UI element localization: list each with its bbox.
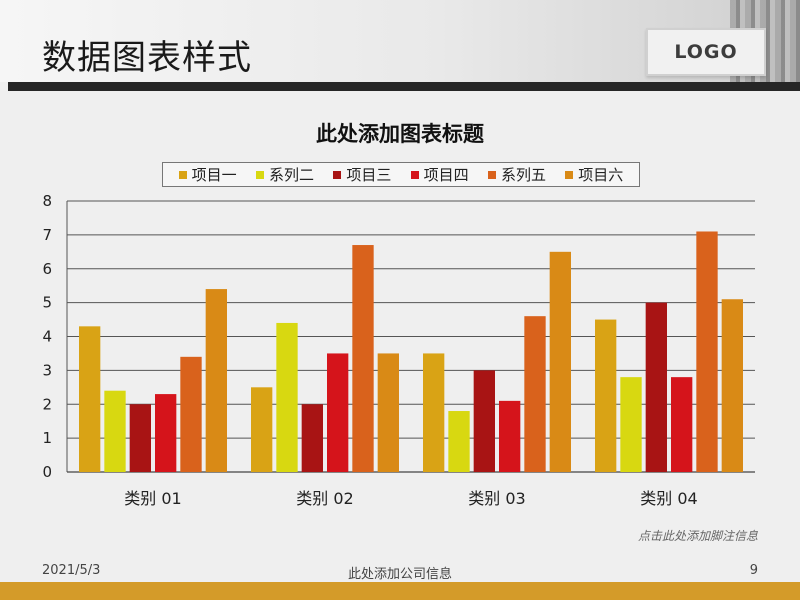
legend-label: 系列二	[268, 166, 314, 184]
y-tick-label: 4	[42, 328, 52, 346]
header-divider-bar	[8, 82, 800, 91]
footer-accent-bar	[0, 582, 800, 600]
bar	[595, 319, 617, 472]
bar	[448, 411, 470, 472]
bar	[129, 404, 151, 472]
y-tick-label: 5	[42, 294, 52, 312]
slide-header: 数据图表样式 LOGO	[0, 0, 800, 82]
bar	[377, 353, 399, 472]
bar	[499, 400, 521, 472]
y-tick-label: 1	[42, 429, 52, 447]
y-tick-label: 2	[42, 395, 52, 413]
bar	[549, 251, 571, 472]
legend-swatch	[333, 170, 342, 179]
legend-swatch	[410, 170, 419, 179]
bar	[104, 390, 126, 472]
bar	[352, 245, 374, 472]
slide-footer: 2021/5/3 此处添加公司信息 9	[0, 563, 800, 582]
legend-item: 项目六	[565, 164, 623, 185]
y-tick-label: 7	[42, 226, 52, 244]
x-tick-label: 类别 03	[468, 489, 525, 508]
chart-legend: 项目一 系列二 项目三 项目四 系列五 项目六	[162, 162, 640, 187]
bar	[473, 370, 495, 472]
bar	[251, 387, 273, 472]
legend-label: 项目一	[191, 166, 237, 184]
legend-label: 项目六	[578, 166, 624, 184]
y-tick-label: 3	[42, 361, 52, 379]
footer-page-number: 9	[749, 563, 758, 578]
legend-label: 系列五	[500, 166, 546, 184]
legend-item: 系列五	[487, 164, 546, 185]
legend-swatch	[178, 170, 187, 179]
x-tick-label: 类别 04	[640, 489, 697, 508]
x-tick-label: 类别 02	[296, 489, 353, 508]
legend-label: 项目四	[423, 166, 469, 184]
bar	[423, 353, 445, 472]
bar	[180, 356, 202, 472]
bar	[671, 377, 693, 472]
chart-title: 此处添加图表标题	[316, 122, 484, 146]
bar	[327, 353, 349, 472]
slide-title: 数据图表样式	[42, 38, 252, 78]
footnote: 点击此处添加脚注信息	[637, 529, 758, 543]
y-tick-label: 6	[42, 260, 52, 278]
logo: LOGO	[646, 28, 766, 76]
bar	[645, 302, 667, 472]
y-tick-label: 0	[42, 463, 52, 481]
bar	[276, 322, 298, 472]
legend-item: 项目四	[410, 164, 469, 185]
bar	[721, 299, 743, 472]
bar	[155, 394, 177, 472]
legend-swatch	[565, 170, 574, 179]
legend-item: 项目三	[333, 164, 391, 185]
footer-company: 此处添加公司信息	[347, 567, 452, 582]
bar	[79, 326, 101, 472]
bar	[524, 316, 546, 472]
legend-label: 项目三	[346, 166, 392, 184]
bar	[620, 377, 642, 472]
x-tick-label: 类别 01	[124, 489, 181, 508]
bar	[696, 231, 718, 472]
legend-item: 项目一	[178, 164, 237, 185]
bar	[205, 289, 227, 472]
bar	[301, 404, 323, 472]
footer-date: 2021/5/3	[42, 563, 101, 578]
y-tick-label: 8	[42, 192, 52, 210]
legend-swatch	[487, 170, 496, 179]
legend-item: 系列二	[255, 164, 314, 185]
legend-swatch	[255, 170, 264, 179]
